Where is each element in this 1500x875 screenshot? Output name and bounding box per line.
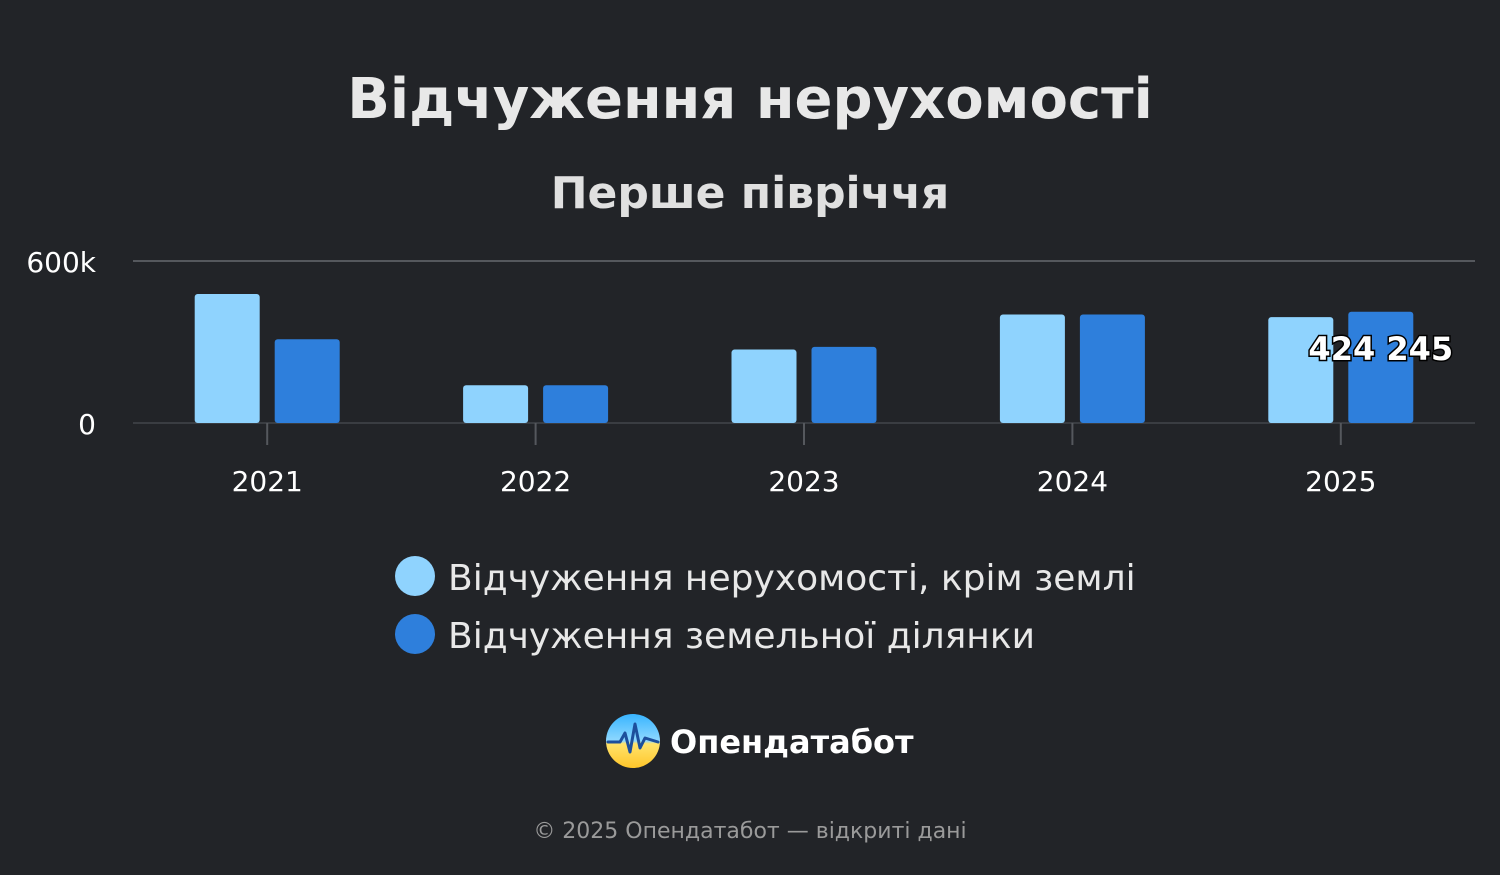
opendatabot-logo-icon	[606, 714, 660, 768]
brand-name: Опендатабот	[670, 723, 914, 761]
chart-subtitle: Перше півріччя	[551, 168, 950, 219]
data-labels: 424 245	[1307, 329, 1455, 370]
footer-copyright: © 2025 Опендатабот — відкриті дані	[533, 819, 966, 844]
legend: Відчуження нерухомості, крім землі Відчуж…	[395, 556, 1136, 657]
bar-2021-series-2	[274, 339, 340, 423]
x-tick-label: 2022	[500, 465, 571, 498]
y-tick-label: 0	[78, 408, 96, 441]
bars-group	[194, 293, 1414, 423]
y-axis-ticks: 0 600k	[26, 246, 96, 441]
bar-2021-series-1	[194, 293, 260, 423]
bar-2023-series-2	[811, 346, 877, 423]
x-tick-label: 2021	[232, 465, 303, 498]
data-label: 424 245	[1308, 330, 1453, 368]
x-axis-ticks: 2021 2022 2023 2024 2025	[232, 423, 1376, 498]
bar-2023-series-1	[731, 349, 797, 423]
bar-2025-series-1	[1268, 317, 1334, 423]
bar-2022-series-2	[543, 385, 609, 423]
bar-2024-series-2	[1079, 314, 1145, 423]
legend-marker	[395, 614, 435, 654]
x-tick-label: 2025	[1305, 465, 1376, 498]
bar-2022-series-1	[463, 385, 529, 423]
bar-2024-series-1	[999, 314, 1065, 423]
branding: Опендатабот	[606, 714, 914, 768]
legend-marker	[395, 556, 435, 596]
chart-title: Відчуження нерухомості	[347, 67, 1153, 132]
legend-label: Відчуження земельної ділянки	[448, 616, 1035, 657]
bar-2025-series-2	[1348, 311, 1414, 423]
x-tick-label: 2024	[1037, 465, 1108, 498]
x-tick-label: 2023	[768, 465, 839, 498]
legend-label: Відчуження нерухомості, крім землі	[448, 558, 1136, 599]
y-tick-label: 600k	[26, 246, 96, 279]
